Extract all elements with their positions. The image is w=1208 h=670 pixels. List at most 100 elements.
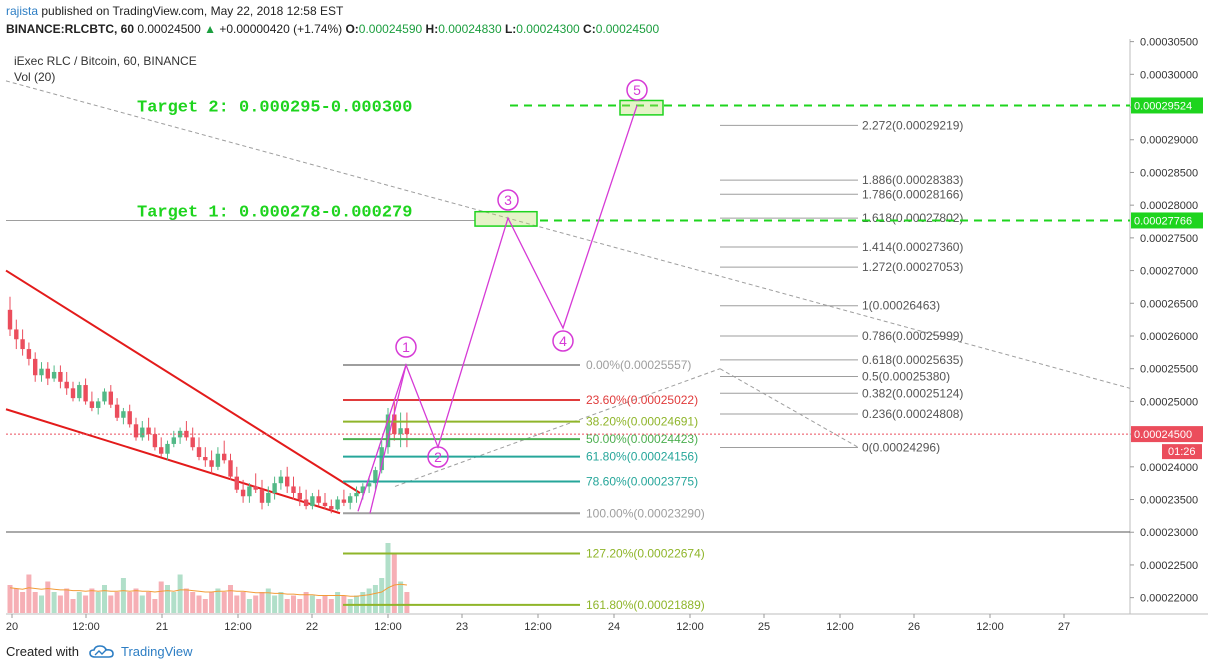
candle-body bbox=[291, 486, 296, 493]
candle-body bbox=[404, 428, 410, 435]
volume-bar bbox=[303, 592, 309, 613]
volume-bar bbox=[272, 595, 278, 613]
volume-bar bbox=[120, 578, 126, 613]
last-price-tag bbox=[1131, 426, 1203, 443]
volume-bar bbox=[13, 588, 19, 613]
volume-label: Vol (20) bbox=[14, 70, 55, 84]
y-tick-label: 0.00030500 bbox=[1140, 37, 1198, 49]
candle-body bbox=[102, 391, 107, 402]
trendline-projection bbox=[719, 368, 859, 448]
price-axis-background bbox=[1130, 39, 1208, 614]
x-tick-label: 12:00 bbox=[524, 621, 552, 633]
y-tick-label: 0.00028500 bbox=[1140, 167, 1198, 179]
candle-body bbox=[159, 447, 164, 454]
candle-body bbox=[70, 388, 76, 399]
volume-bar bbox=[366, 588, 372, 613]
wave-circle bbox=[626, 79, 648, 101]
candle-body bbox=[335, 499, 340, 510]
volume-bar bbox=[57, 595, 63, 613]
volume-bar bbox=[190, 592, 196, 613]
x-tick-label: 20 bbox=[6, 621, 18, 633]
volume-bar bbox=[328, 599, 334, 613]
volume-bar bbox=[89, 588, 95, 613]
target-1-text: Target 1: 0.000278-0.000279 bbox=[137, 203, 412, 222]
volume-bar bbox=[64, 588, 70, 613]
countdown-tag bbox=[1162, 444, 1202, 460]
volume-bar bbox=[322, 595, 328, 613]
volume-bar bbox=[139, 595, 145, 613]
y-tick-label: 0.00023000 bbox=[1140, 527, 1198, 539]
volume-bar bbox=[102, 585, 107, 613]
price-tag-text: 0.00027766 bbox=[1134, 215, 1192, 227]
candle-body bbox=[108, 391, 113, 405]
fib-extension-label: 1.618(0.00027802) bbox=[862, 211, 963, 225]
y-tick-label: 0.00025500 bbox=[1140, 364, 1198, 376]
volume-bar bbox=[202, 599, 208, 613]
candle-body bbox=[222, 453, 227, 461]
candle-body bbox=[14, 329, 19, 340]
candle-body bbox=[366, 483, 372, 487]
fib-extension-label: 2.272(0.00029219) bbox=[862, 118, 963, 132]
open-label: O: bbox=[345, 22, 359, 36]
wave-label: 4 bbox=[559, 333, 567, 349]
countdown-text: 01:26 bbox=[1168, 446, 1196, 458]
author-link[interactable]: rajista bbox=[6, 4, 39, 18]
fib-retracement-label: 61.80%(0.00024156) bbox=[586, 450, 698, 464]
low-value: 0.00024300 bbox=[516, 22, 580, 36]
created-with-text: Created with bbox=[6, 644, 79, 659]
candle-body bbox=[133, 424, 139, 438]
candle-body bbox=[64, 381, 69, 389]
chart-area[interactable]: iExec RLC / Bitcoin, 60, BINANCE Vol (20)… bbox=[0, 0, 1208, 640]
candle-body bbox=[272, 483, 277, 493]
volume-bar bbox=[70, 599, 76, 613]
volume-bar bbox=[398, 581, 404, 613]
fib-extension-label: 0.618(0.00025635) bbox=[862, 353, 963, 367]
tradingview-logo[interactable]: TradingView bbox=[89, 644, 193, 659]
publish-info: rajista published on TradingView.com, Ma… bbox=[6, 4, 343, 18]
candle-body bbox=[373, 470, 378, 484]
candle-body bbox=[392, 414, 397, 435]
candle-body bbox=[51, 371, 57, 379]
volume-bar bbox=[51, 592, 57, 613]
up-arrow-icon: ▲ bbox=[204, 22, 216, 36]
candle-body bbox=[354, 492, 359, 497]
fib-retracement-label: 38.20%(0.00024691) bbox=[586, 415, 698, 429]
candle-body bbox=[26, 349, 32, 359]
wedge-upper-line bbox=[5, 269, 361, 494]
volume-bar bbox=[146, 592, 152, 613]
volume-bar bbox=[391, 553, 397, 613]
x-tick-label: 21 bbox=[156, 621, 168, 633]
volume-bar bbox=[165, 585, 170, 613]
cloud-icon bbox=[89, 644, 114, 658]
candle-body bbox=[77, 385, 82, 399]
chart-title: iExec RLC / Bitcoin, 60, BINANCE bbox=[14, 54, 197, 68]
volume-bar bbox=[221, 592, 227, 613]
candle-body bbox=[234, 476, 239, 490]
candle-body bbox=[259, 489, 265, 503]
fib-extension-label: 0.786(0.00025999) bbox=[862, 329, 963, 343]
y-tick-label: 0.00022500 bbox=[1140, 560, 1198, 572]
price-change: +0.00000420 (+1.74%) bbox=[219, 22, 343, 36]
candle-body bbox=[20, 339, 25, 350]
volume-bar bbox=[316, 599, 322, 613]
volume-ma-line bbox=[9, 583, 407, 597]
wave-circle bbox=[552, 330, 574, 352]
fib-retracement-label: 50.00%(0.00024423) bbox=[586, 432, 698, 446]
volume-bar bbox=[32, 592, 38, 613]
volume-bar bbox=[26, 574, 32, 613]
candle-body bbox=[278, 476, 284, 484]
fib-extension-label: 1.886(0.00028383) bbox=[862, 173, 963, 187]
x-tick-label: 24 bbox=[608, 621, 620, 633]
candle-body bbox=[310, 496, 315, 507]
x-tick-label: 12:00 bbox=[224, 621, 252, 633]
volume-bar bbox=[278, 592, 284, 613]
y-tick-label: 0.00029000 bbox=[1140, 135, 1198, 147]
wave-path-secondary bbox=[369, 364, 407, 514]
volume-bar bbox=[284, 599, 290, 613]
open-value: 0.00024590 bbox=[358, 22, 423, 36]
price-tag-box bbox=[1131, 97, 1203, 114]
volume-bar bbox=[234, 595, 240, 613]
fib-extension-label: 1.786(0.00028166) bbox=[862, 187, 963, 201]
volume-bar bbox=[240, 592, 246, 613]
y-tick-label: 0.00028000 bbox=[1140, 200, 1198, 212]
